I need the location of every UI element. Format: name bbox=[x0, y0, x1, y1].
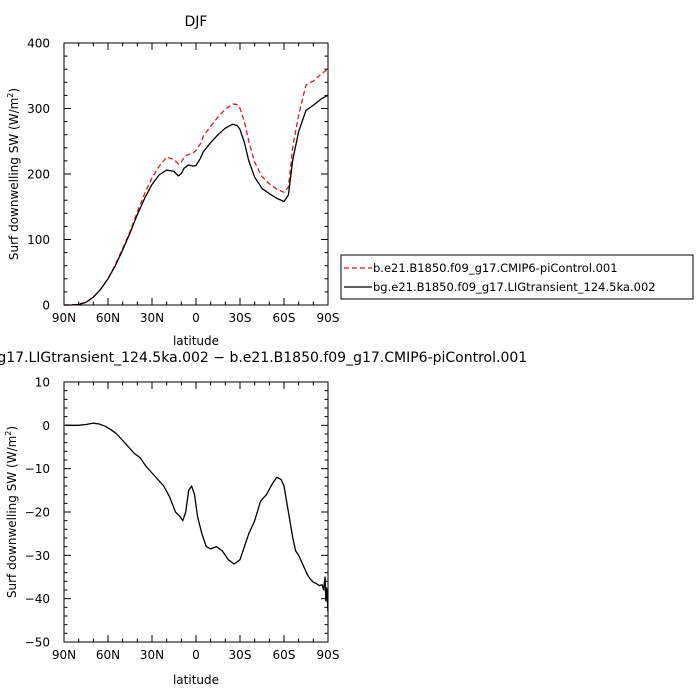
top-chart-x-axis-label: latitude bbox=[173, 334, 219, 348]
top-chart-x-tick-label: 90S bbox=[317, 311, 340, 325]
bottom-chart-y-tick-label: −50 bbox=[25, 636, 50, 650]
top-chart-y-tick-label: 200 bbox=[27, 168, 50, 182]
bottom-chart-ticks: 90N 60N 30N 0 30S 60S 90S −50 −40 −30 −20 −10 0 10 bbox=[25, 376, 340, 663]
top-chart-title: DJF bbox=[185, 14, 208, 30]
top-chart-series-line-1 bbox=[64, 94, 329, 306]
legend-label-1: bg.e21.B1850.f09_g17.LIGtransient_124.5k… bbox=[373, 280, 656, 294]
top-chart-x-tick-label: 90N bbox=[52, 311, 76, 325]
top-chart-x-tick-label: 60S bbox=[273, 311, 296, 325]
bottom-chart-x-tick-label: 30S bbox=[229, 648, 252, 662]
top-chart-x-tick-label: 60N bbox=[96, 311, 120, 325]
top-chart-plot-frame bbox=[63, 42, 329, 306]
top-chart-y-tick-label: 100 bbox=[27, 233, 50, 247]
top-chart-y-axis-label: Surf downwelling SW (W/m2) bbox=[6, 88, 21, 260]
bottom-chart-x-tick-label: 90N bbox=[52, 648, 76, 662]
bottom-chart-title: bg.e21.B1850.f09_g17.LIGtransient_124.5k… bbox=[0, 350, 527, 366]
bottom-chart-y-tick-label: 10 bbox=[35, 376, 50, 390]
bottom-chart-x-tick-label: 60N bbox=[96, 648, 120, 662]
bottom-chart-series bbox=[64, 422, 329, 612]
bottom-chart-y-tick-label: −10 bbox=[25, 462, 50, 476]
top-chart-legend: b.e21.B1850.f09_g17.CMIP6-piControl.001 … bbox=[340, 254, 694, 300]
top-chart-y-tick-label: 400 bbox=[27, 37, 50, 51]
bottom-chart-y-axis-label: Surf downwelling SW (W/m2) bbox=[4, 426, 19, 598]
top-chart-series-line-0 bbox=[64, 67, 329, 306]
top-chart-y-tick-label: 300 bbox=[27, 102, 50, 116]
bottom-chart-y-tick-label: −30 bbox=[25, 549, 50, 563]
bottom-chart-x-tick-label: 0 bbox=[192, 648, 200, 662]
top-chart: DJF 90N 60N 30N 0 30S 60S 90S 0 100 200 300 400 lat… bbox=[6, 14, 694, 348]
bottom-chart-series-line-0 bbox=[64, 422, 329, 612]
bottom-chart-y-tick-label: −20 bbox=[25, 506, 50, 520]
bottom-chart-x-axis-label: latitude bbox=[173, 673, 219, 687]
bottom-chart: bg.e21.B1850.f09_g17.LIGtransient_124.5k… bbox=[0, 350, 527, 687]
bottom-chart-y-tick-label: 0 bbox=[42, 419, 50, 433]
top-chart-series bbox=[64, 67, 329, 306]
top-chart-y-tick-label: 0 bbox=[42, 299, 50, 313]
bottom-chart-x-tick-label: 60S bbox=[273, 648, 296, 662]
legend-box bbox=[340, 254, 694, 300]
legend-label-0: b.e21.B1850.f09_g17.CMIP6-piControl.001 bbox=[373, 261, 618, 275]
top-chart-x-tick-label: 30S bbox=[229, 311, 252, 325]
top-chart-ticks: 90N 60N 30N 0 30S 60S 90S 0 100 200 300 400 bbox=[27, 37, 339, 326]
top-chart-x-tick-label: 30N bbox=[140, 311, 164, 325]
bottom-chart-y-tick-label: −40 bbox=[25, 592, 50, 606]
bottom-chart-x-tick-label: 30N bbox=[140, 648, 164, 662]
bottom-chart-x-tick-label: 90S bbox=[317, 648, 340, 662]
top-chart-x-tick-label: 0 bbox=[192, 311, 200, 325]
